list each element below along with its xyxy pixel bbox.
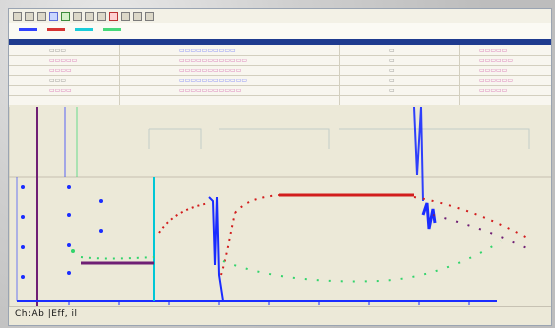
status-bar: Ch:Ab |Eff, il [9,306,551,325]
marker-dot [99,199,103,203]
toolbar-button-5[interactable] [61,11,70,21]
toolbar [9,9,551,24]
red-dotted-trace [413,196,530,240]
table-row-divider [9,75,551,76]
legend-swatch-cyan [75,28,93,31]
toolbar-button-7[interactable] [85,11,94,21]
x-ticks [68,301,470,305]
table-col-divider [119,45,120,105]
table-header-bar [9,39,551,45]
table-cell: ▭▭▭▭▭▭ [479,57,514,64]
marker-dot [99,229,103,233]
toolbar-button-1[interactable] [13,11,22,21]
table-cell: ▭▭▭▭▭▭▭▭▭▭▭ [179,87,242,94]
upper-trace [339,128,530,149]
marker-dot [21,215,25,219]
table-cell: ▭▭▭▭ [49,87,72,94]
status-text: Ch:Ab |Eff, il [15,309,78,319]
table-cell: ▭▭▭ [49,47,67,54]
spike-trace [208,196,224,302]
table-cell: ▭▭▭▭▭ [479,47,508,54]
table-row-divider [9,95,551,96]
table-cell: ▭ [389,77,395,84]
marker-dot [21,245,25,249]
table-cell: ▭▭▭▭ [49,67,72,74]
toolbar-button-12[interactable] [145,11,154,21]
waveform-svg [9,105,551,307]
marker-dot [67,185,71,189]
data-table: ▭▭▭ ▭▭▭▭▭▭▭▭▭▭ ▭ ▭▭▭▭▭ ▭▭▭▭▭ ▭▭▭▭▭▭▭▭▭▭▭… [9,45,551,106]
toolbar-button-4[interactable] [49,11,58,21]
app-window: ▭▭▭ ▭▭▭▭▭▭▭▭▭▭ ▭ ▭▭▭▭▭ ▭▭▭▭▭ ▭▭▭▭▭▭▭▭▭▭▭… [8,8,552,326]
table-cell: ▭▭▭▭▭▭ [479,77,514,84]
table-row-divider [9,55,551,56]
table-cell: ▭▭▭▭▭ [49,57,78,64]
marker-dot [71,249,75,253]
red-dotted-trace [158,202,210,234]
table-col-divider [459,45,460,105]
table-cell: ▭ [389,67,395,74]
table-col-divider [339,45,340,105]
table-cell: ▭▭▭▭▭▭▭▭▭▭▭▭ [179,77,248,84]
legend-swatch-green [103,28,121,31]
table-cell: ▭▭▭▭▭▭▭▭▭▭▭▭ [179,57,248,64]
toolbar-button-2[interactable] [25,11,34,21]
table-cell: ▭▭▭▭▭ [479,67,508,74]
toolbar-button-10[interactable] [121,11,130,21]
table-cell: ▭▭▭ [49,77,67,84]
table-cell: ▭ [389,57,395,64]
waveform-plot[interactable] [9,105,551,307]
marker-dot [67,213,71,217]
table-cell: ▭▭▭▭▭▭▭▭▭▭ [179,47,236,54]
marker-dot [67,271,71,275]
marker-dot [21,275,25,279]
plot-background [9,105,551,307]
table-row-divider [9,65,551,66]
table-cell: ▭ [389,47,395,54]
spike-trace [421,202,437,230]
marker-dot [67,243,71,247]
legend-swatch-blue [19,28,37,31]
toolbar-button-9[interactable] [109,11,118,21]
toolbar-button-11[interactable] [133,11,142,21]
toolbar-button-3[interactable] [37,11,46,21]
table-cell: ▭▭▭▭▭ [479,87,508,94]
legend-swatch-red [47,28,65,31]
table-cell: ▭▭▭▭▭▭▭▭▭▭▭ [179,67,242,74]
legend-strip [9,23,551,40]
spike-trace [413,106,424,202]
toolbar-button-8[interactable] [97,11,106,21]
toolbar-button-6[interactable] [73,11,82,21]
table-cell: ▭ [389,87,395,94]
upper-trace [148,128,330,149]
table-row-divider [9,85,551,86]
marker-dot [21,185,25,189]
